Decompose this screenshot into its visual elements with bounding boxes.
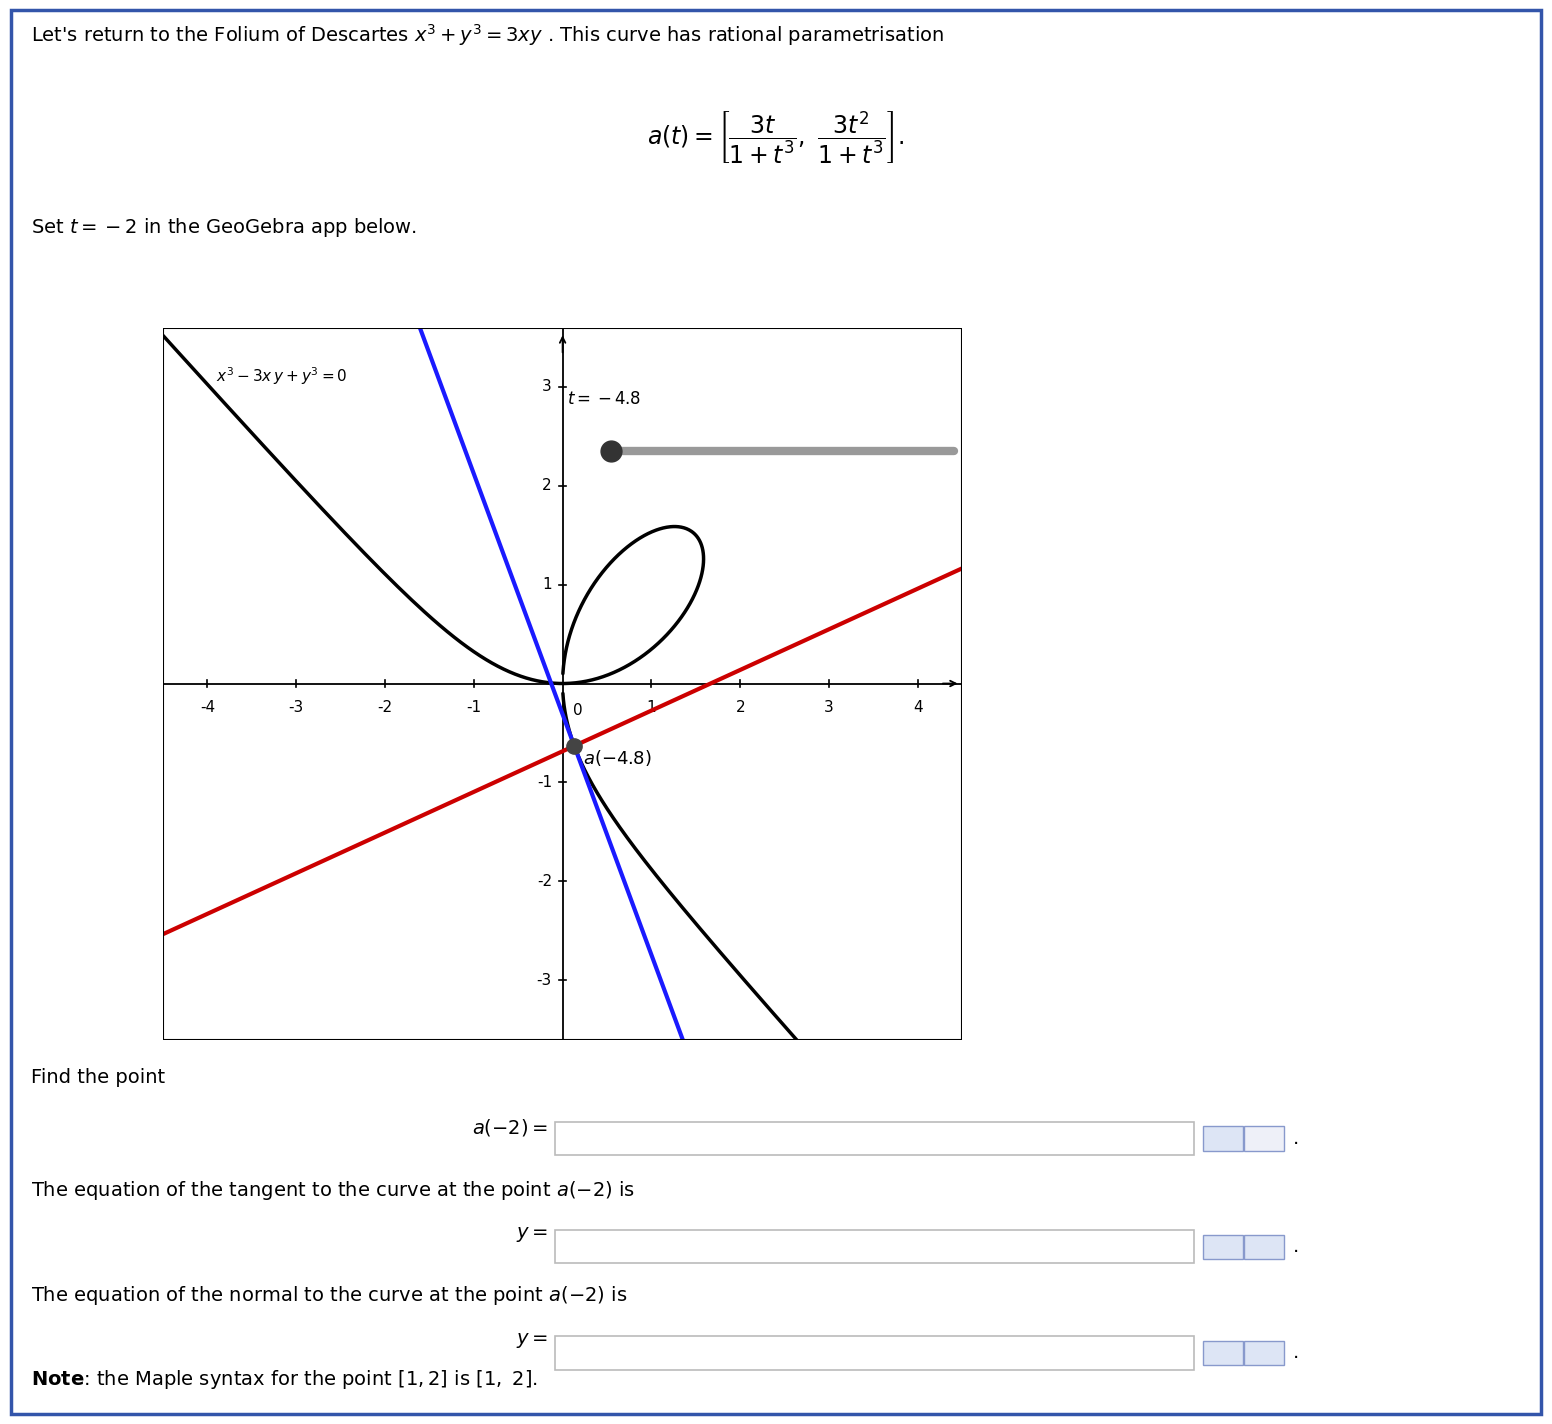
FancyBboxPatch shape [1245, 1235, 1284, 1259]
Text: $a(t) = \left[\dfrac{3t}{1+t^3},\ \dfrac{3t^2}{1+t^3}\right].$: $a(t) = \left[\dfrac{3t}{1+t^3},\ \dfrac… [647, 110, 905, 167]
Text: -3: -3 [289, 701, 304, 715]
Text: .: . [1293, 1129, 1299, 1148]
Text: 2: 2 [542, 478, 553, 493]
Text: -2: -2 [537, 874, 553, 889]
Text: $\bf{Note}$: the Maple syntax for the point $[1, 2]$ is $[1,\ 2]$.: $\bf{Note}$: the Maple syntax for the po… [31, 1367, 537, 1391]
Text: The equation of the normal to the curve at the point $a(-2)$ is: The equation of the normal to the curve … [31, 1284, 627, 1307]
FancyBboxPatch shape [1245, 1341, 1284, 1366]
Text: 1: 1 [542, 577, 553, 592]
Text: $y =$: $y =$ [515, 1225, 548, 1243]
FancyBboxPatch shape [1245, 1126, 1284, 1151]
Text: -2: -2 [377, 701, 393, 715]
Text: 1: 1 [647, 701, 656, 715]
FancyBboxPatch shape [1203, 1341, 1243, 1366]
FancyBboxPatch shape [556, 1122, 1195, 1155]
FancyBboxPatch shape [556, 1230, 1195, 1263]
Text: 3: 3 [824, 701, 833, 715]
Text: 3: 3 [542, 379, 553, 394]
Text: $a(-4.8)$: $a(-4.8)$ [584, 748, 652, 768]
Text: Set $t = -2$ in the GeoGebra app below.: Set $t = -2$ in the GeoGebra app below. [31, 215, 416, 238]
Text: $t = -4.8$: $t = -4.8$ [566, 390, 641, 407]
Text: $y =$: $y =$ [515, 1331, 548, 1350]
FancyBboxPatch shape [556, 1337, 1195, 1370]
FancyBboxPatch shape [1203, 1126, 1243, 1151]
Text: $x^3 - 3x\,y + y^3 = 0$: $x^3 - 3x\,y + y^3 = 0$ [216, 365, 348, 387]
Text: .: . [1293, 1343, 1299, 1363]
Text: 4: 4 [913, 701, 922, 715]
Text: Find the point: Find the point [31, 1068, 165, 1087]
Text: 0: 0 [573, 703, 584, 718]
Text: -4: -4 [200, 701, 214, 715]
Text: 2: 2 [736, 701, 745, 715]
Text: The equation of the tangent to the curve at the point $a(-2)$ is: The equation of the tangent to the curve… [31, 1179, 635, 1202]
FancyBboxPatch shape [1203, 1235, 1243, 1259]
Text: -1: -1 [466, 701, 481, 715]
Text: -3: -3 [537, 973, 553, 988]
Text: .: . [1293, 1237, 1299, 1256]
Text: Let's return to the Folium of Descartes $x^3 + y^3 = 3xy$ . This curve has ratio: Let's return to the Folium of Descartes … [31, 21, 944, 47]
Text: $a(-2) =$: $a(-2) =$ [472, 1116, 548, 1138]
Text: -1: -1 [537, 775, 553, 790]
